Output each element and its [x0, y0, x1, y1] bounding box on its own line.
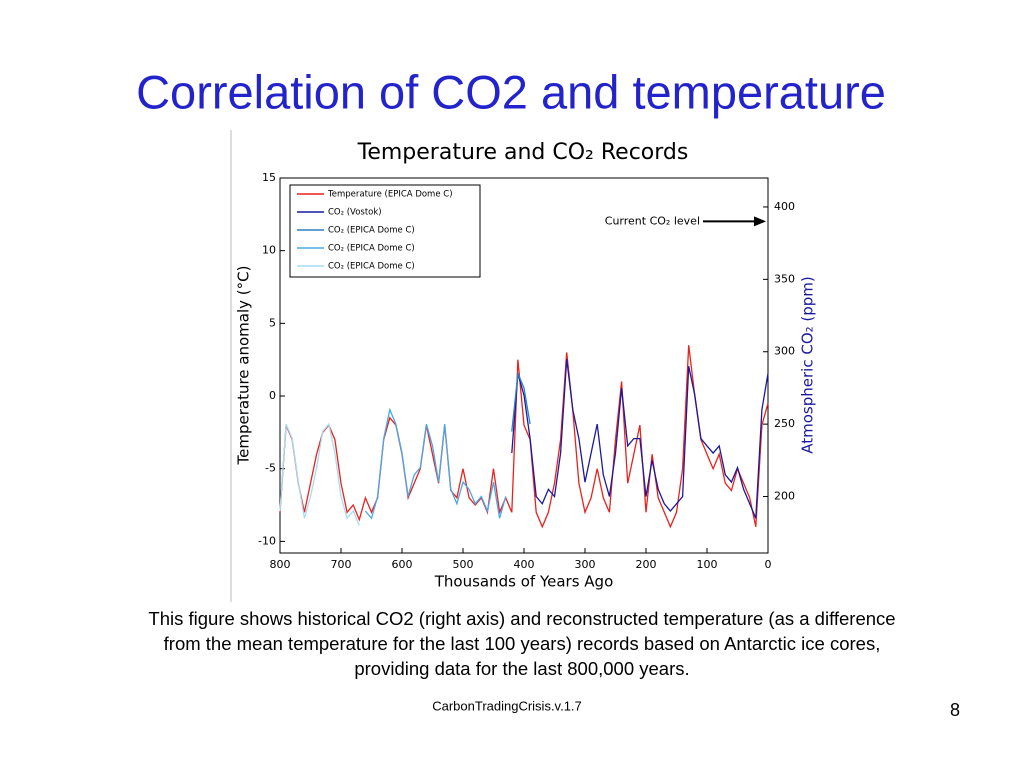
y-axis-label: Temperature anomaly (°C)	[235, 266, 253, 466]
y-tick-label: -10	[258, 534, 276, 547]
x-tick-label: 800	[270, 558, 291, 571]
caption-line: from the mean temperature for the last 1…	[164, 633, 881, 654]
page-number: 8	[950, 700, 960, 720]
legend-box	[289, 184, 481, 278]
caption-line: This figure shows historical CO2 (right …	[148, 608, 895, 629]
data-line	[279, 422, 360, 526]
legend-label: Temperature (EPICA Dome C)	[327, 190, 453, 200]
x-tick-label: 600	[392, 558, 413, 571]
x-tick-label: 500	[453, 558, 474, 571]
x-tick-label: 100	[697, 558, 718, 571]
data-line	[511, 358, 769, 519]
y-tick-label: 0	[269, 389, 276, 402]
y2-tick-label: 400	[774, 200, 795, 213]
footer: CarbonTradingCrisis.v.1.7	[432, 698, 582, 713]
y-tick-label: 15	[262, 171, 276, 184]
legend-label: CO₂ (Vostok)	[328, 208, 382, 218]
caption-line: providing data for the last 800,000 year…	[354, 658, 689, 679]
y2-tick-label: 250	[774, 417, 795, 430]
y2-tick-label: 300	[774, 345, 795, 358]
y2-tick-label: 350	[774, 272, 795, 285]
x-tick-label: 0	[765, 558, 772, 571]
x-tick-label: 700	[331, 558, 352, 571]
data-line	[364, 407, 507, 520]
annotation-text: Current CO₂ level	[605, 214, 700, 227]
x-axis-label: Thousands of Years Ago	[434, 573, 614, 591]
data-line	[511, 370, 531, 432]
x-tick-label: 300	[575, 558, 596, 571]
y-tick-label: 10	[262, 244, 276, 257]
x-tick-label: 400	[514, 558, 535, 571]
y2-tick-label: 200	[774, 490, 795, 503]
x-tick-label: 200	[636, 558, 657, 571]
chart-title: Temperature and CO₂ Records	[357, 140, 689, 165]
slide-title: Correlation of CO2 and temperature	[136, 65, 886, 118]
y-tick-label: -5	[265, 462, 276, 475]
legend-label: CO₂ (EPICA Dome C)	[328, 226, 415, 236]
data-line	[279, 345, 769, 529]
y2-axis-label: Atmospheric CO₂ (ppm)	[799, 276, 817, 454]
legend-label: CO₂ (EPICA Dome C)	[328, 244, 415, 254]
legend-label: CO₂ (EPICA Dome C)	[328, 262, 415, 272]
y-tick-label: 5	[269, 316, 276, 329]
arrow-head	[754, 216, 766, 227]
